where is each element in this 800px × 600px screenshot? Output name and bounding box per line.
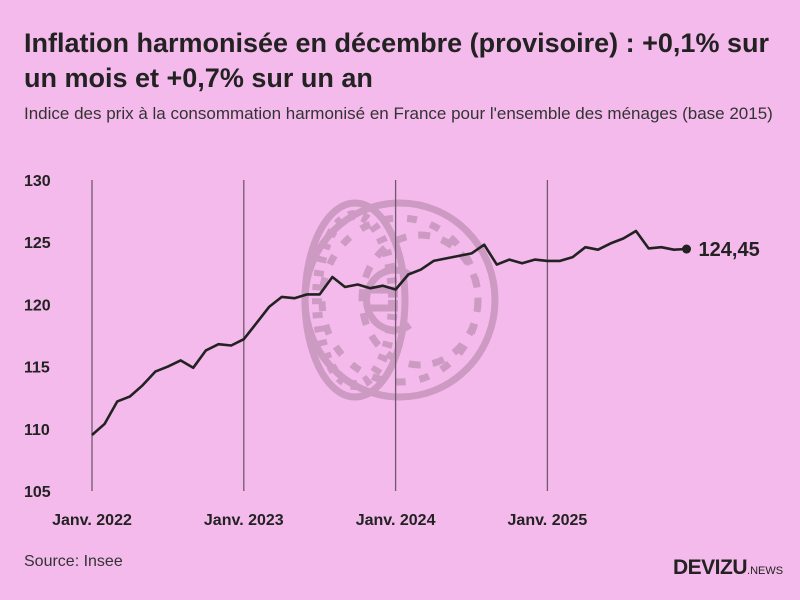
series-line: [91, 229, 687, 436]
source-note: Source: Insee: [24, 553, 123, 570]
y-tick-label: 130: [24, 173, 51, 190]
y-tick-label: 125: [24, 235, 51, 252]
y-tick-label: 110: [24, 422, 50, 439]
euro-coin-icon: [301, 199, 499, 401]
x-tick-label: Janv. 2023: [204, 512, 284, 529]
last-data-point: [682, 244, 692, 254]
x-tick-label: Janv. 2025: [508, 512, 588, 529]
logo-main: DEVIZU: [673, 556, 748, 579]
chart-title: Inflation harmonisée en décembre (provis…: [24, 28, 769, 93]
x-tick-label: Janv. 2022: [52, 512, 132, 529]
chart-subtitle: Indice des prix à la consommation harmon…: [24, 104, 773, 123]
y-tick-label: 120: [24, 297, 51, 314]
x-tick-label: Janv. 2024: [356, 512, 436, 529]
y-tick-label: 115: [24, 360, 50, 377]
y-tick-label: 105: [24, 484, 51, 501]
logo-suffix: .NEWS: [747, 565, 784, 577]
last-value-label: 124,45: [699, 239, 760, 261]
devizu-logo: DEVIZU.NEWS: [673, 556, 783, 580]
